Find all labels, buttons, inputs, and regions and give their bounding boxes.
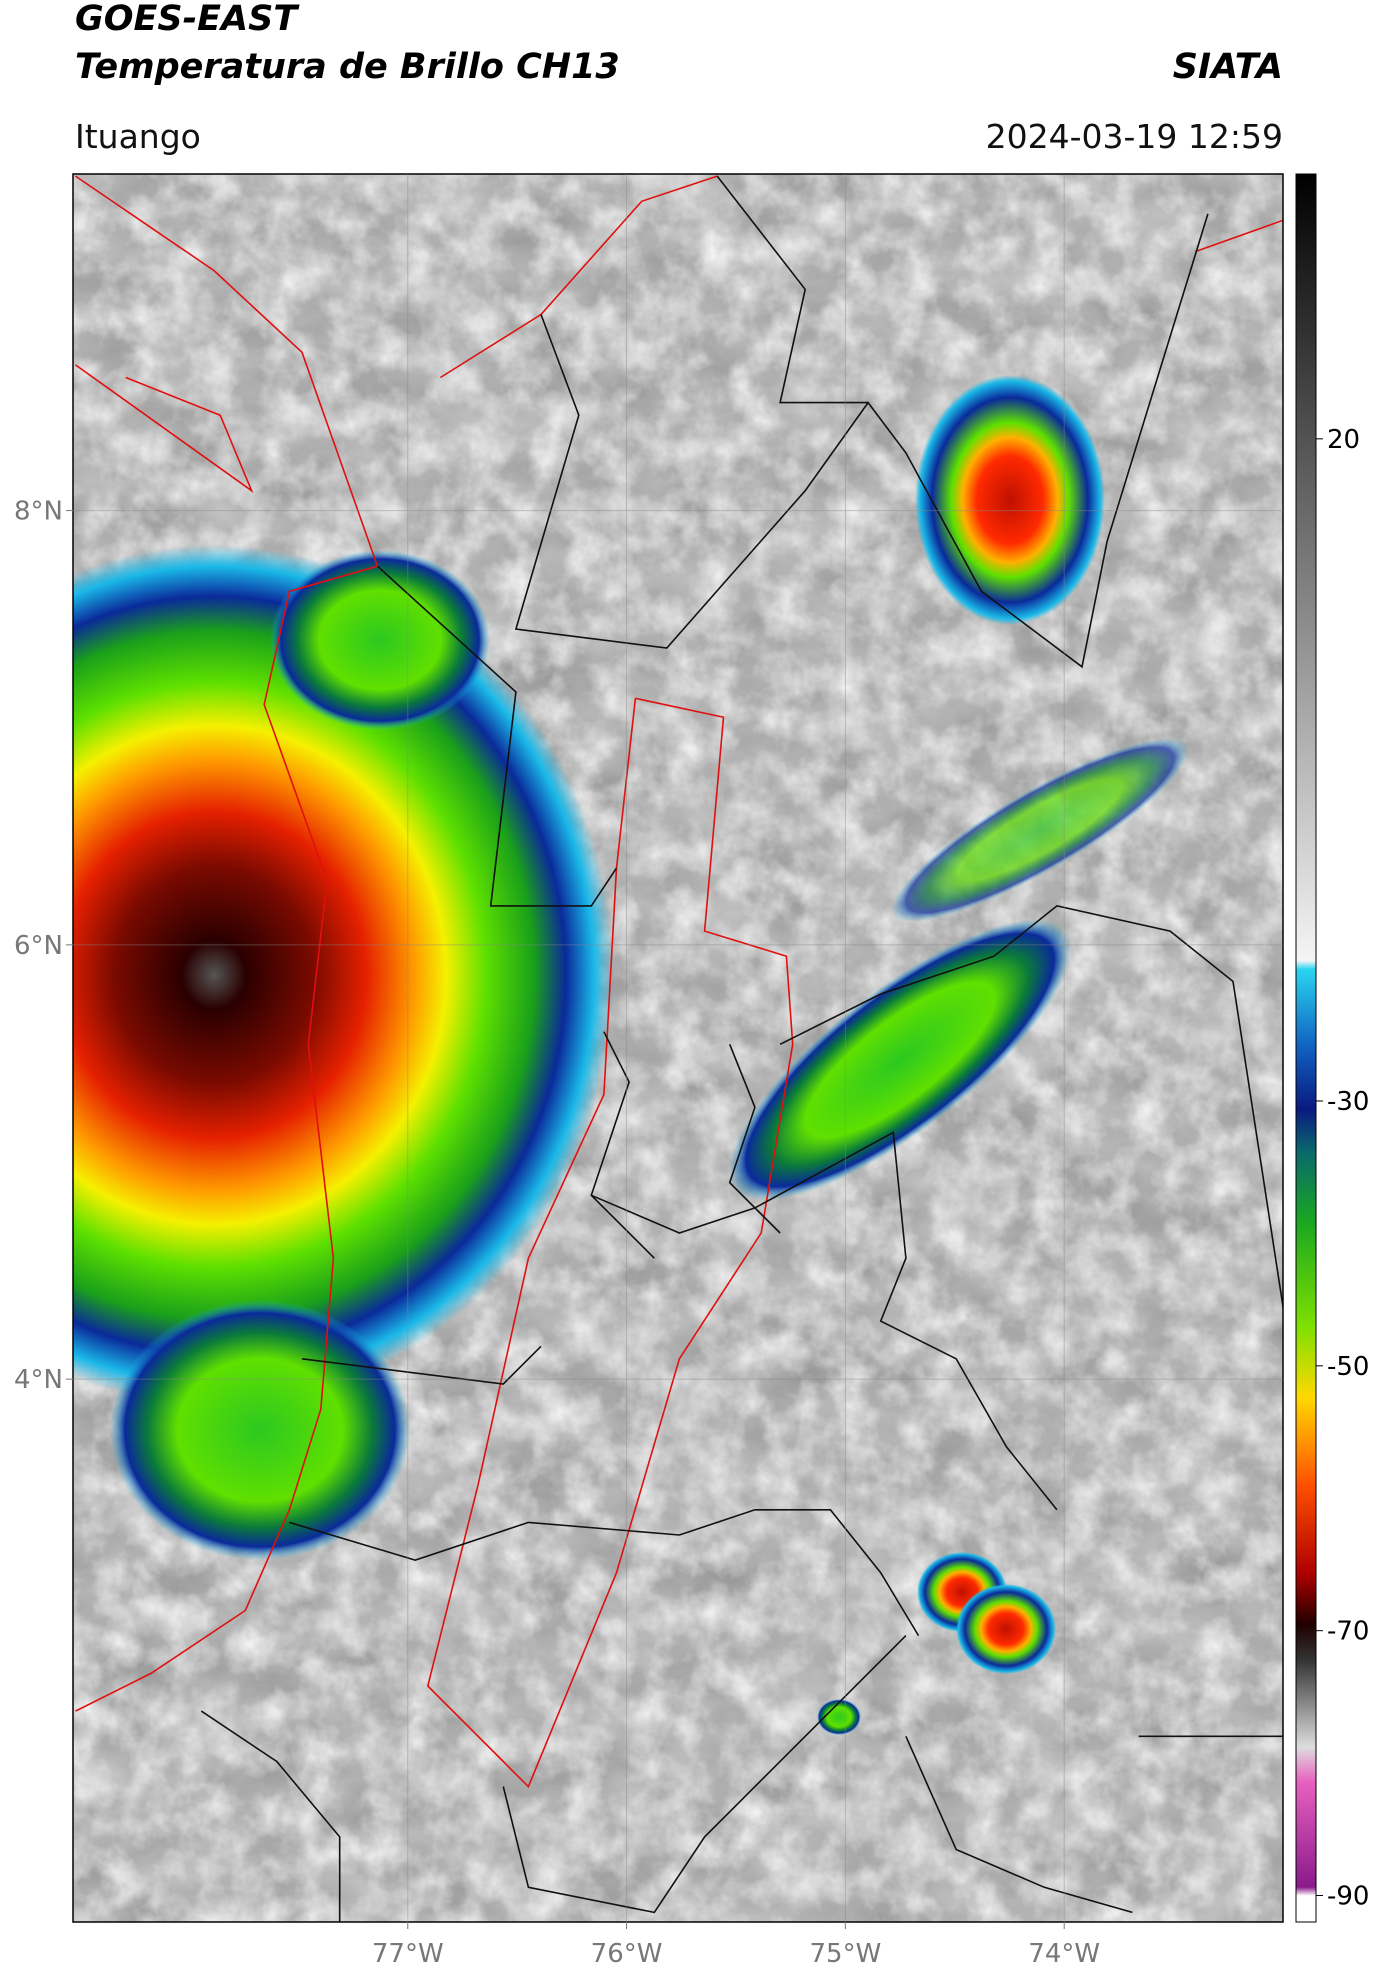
- admin-border: [75, 175, 379, 1712]
- storm-cell: [817, 1699, 861, 1735]
- title: GOES-EAST: [75, 0, 300, 39]
- colorbar-tick-label: -50: [1327, 1352, 1369, 1382]
- map-frame: [72, 173, 1284, 1923]
- timestamp: 2024-03-19 12:59: [986, 117, 1283, 156]
- lon-tick-label: 74°W: [1028, 1939, 1100, 1969]
- admin-border: [502, 1635, 907, 1914]
- storm-cell: [915, 375, 1105, 625]
- admin-border: [301, 1345, 542, 1385]
- colorbar-tick-label: -90: [1327, 1882, 1369, 1912]
- lon-tick-label: 76°W: [591, 1939, 663, 1969]
- lat-tick-label: 8°N: [14, 497, 63, 527]
- cloud-cluster: [270, 550, 490, 730]
- admin-border: [289, 1509, 920, 1637]
- admin-border: [716, 175, 869, 404]
- source: SIATA: [1173, 47, 1283, 87]
- admin-border: [779, 905, 1283, 1309]
- admin-border: [590, 1031, 655, 1259]
- admin-border: [200, 1710, 341, 1922]
- colorbar-tick-label: 20: [1327, 425, 1360, 455]
- colorbar-ticks: 20 -30 -50 -70 -90: [1316, 425, 1369, 1912]
- lon-tick-label: 75°W: [809, 1939, 881, 1969]
- borders: [75, 175, 1283, 1922]
- location: Ituango: [75, 117, 201, 156]
- lat-tick-label: 4°N: [14, 1365, 63, 1395]
- storm-system: [73, 545, 614, 1405]
- graticule: 77°W 76°W 75°W 74°W 8°N 6°N 4°N: [14, 174, 1283, 1969]
- storm-cell: [956, 1584, 1056, 1674]
- subtitle: Temperatura de Brillo CH13: [75, 47, 620, 87]
- admin-border: [905, 1735, 1133, 1914]
- colorbar: [1295, 173, 1317, 1923]
- cloud-band: [891, 738, 1189, 922]
- admin-border: [590, 1131, 1058, 1511]
- cloud-cluster: [110, 1300, 410, 1560]
- admin-border: [426, 697, 794, 1789]
- admin-border: [376, 565, 618, 907]
- colorbar-tick-label: -30: [1327, 1087, 1369, 1117]
- admin-border: [1195, 219, 1283, 253]
- map-imagery: [73, 174, 1283, 1922]
- admin-border: [728, 1044, 781, 1234]
- lat-tick-label: 6°N: [14, 931, 63, 961]
- admin-border: [75, 364, 254, 493]
- cloud-band: [728, 919, 1072, 1201]
- lon-tick-label: 77°W: [372, 1939, 444, 1969]
- colorbar-tick-label: -70: [1327, 1617, 1369, 1647]
- admin-border: [439, 175, 718, 379]
